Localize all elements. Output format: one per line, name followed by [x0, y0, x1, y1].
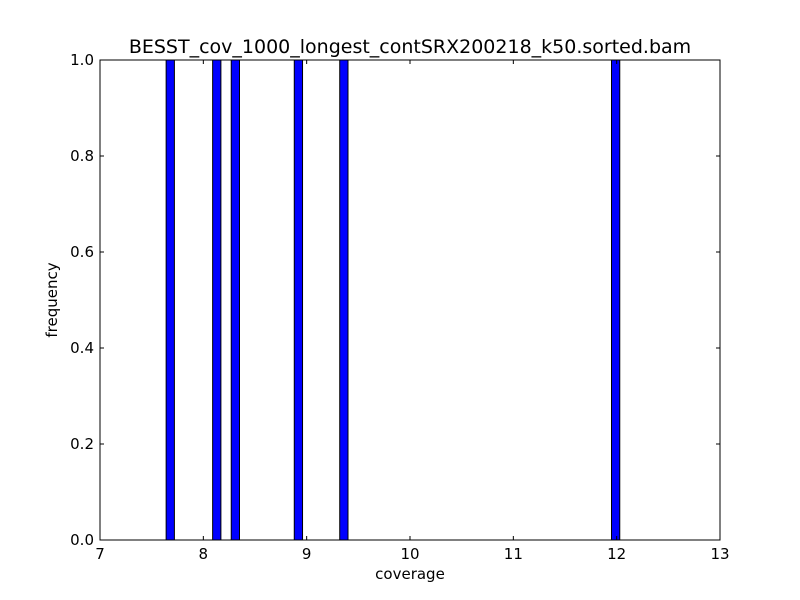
histogram-bar [212, 59, 222, 541]
y-tick-label: 0.6 [70, 243, 94, 261]
histogram-bar [611, 59, 621, 541]
x-tick-label: 11 [504, 545, 523, 563]
y-tick-label: 1.0 [70, 51, 94, 69]
histogram-bar [339, 59, 349, 541]
x-tick-label: 10 [400, 545, 419, 563]
y-tick-label: 0.8 [70, 147, 94, 165]
chart-title: BESST_cov_1000_longest_contSRX200218_k50… [129, 36, 691, 58]
x-tick-label: 12 [607, 545, 626, 563]
histogram-bar [165, 59, 175, 541]
ticks-layer: 7 8 9 10 11 12 13 0.0 0.2 0.4 0.6 0.8 1.0 [70, 51, 729, 563]
histogram-bar [230, 59, 241, 541]
y-axis-label: frequency [43, 262, 61, 337]
x-axis-label: coverage [375, 565, 445, 583]
x-tick-label: 9 [302, 545, 312, 563]
x-tick-label: 7 [95, 545, 105, 563]
y-tick-label: 0.0 [70, 531, 94, 549]
histogram-bar [293, 59, 304, 541]
x-tick-label: 8 [199, 545, 209, 563]
plot-frame [99, 59, 721, 541]
y-tick-label: 0.2 [70, 435, 94, 453]
y-tick-label: 0.4 [70, 339, 94, 357]
x-tick-label: 13 [710, 545, 729, 563]
